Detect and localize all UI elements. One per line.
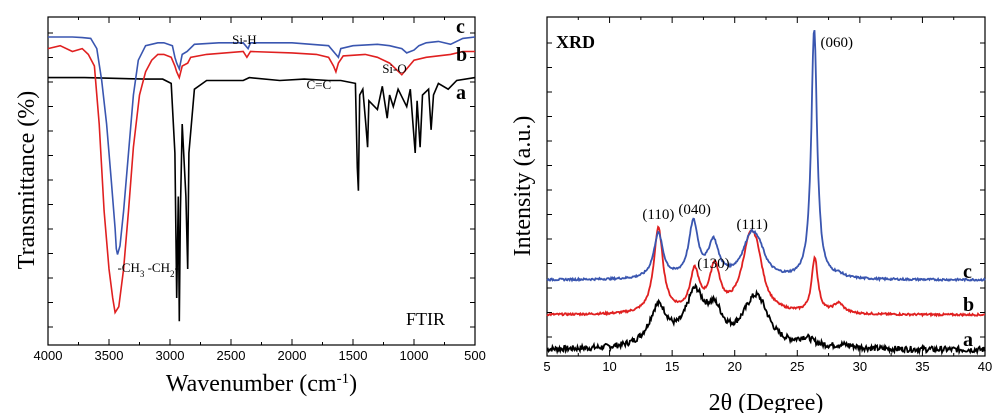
xrd-series-c: [547, 30, 985, 281]
ftir-x-title-sup: -1: [337, 371, 350, 387]
ftir-x-axis-title: Wavenumber (cm-1): [166, 371, 357, 397]
xrd-y-axis-title: Intensity (a.u.): [510, 116, 536, 257]
ftir-x-tick-label: 1500: [339, 348, 368, 363]
xrd-x-tick-label: 5: [543, 359, 550, 374]
ftir-series-c: [48, 37, 475, 255]
ftir-x-tick-label: 1000: [400, 348, 429, 363]
xrd-x-tick-label: 25: [790, 359, 804, 374]
xrd-x-tick-label: 30: [853, 359, 867, 374]
xrd-series-label-c: c: [963, 261, 972, 283]
xrd-peak-label: (111): [737, 217, 768, 233]
ftir-annotation-ch: -CH3 -CH2-: [117, 260, 178, 279]
xrd-series-label-b: b: [963, 294, 974, 316]
ftir-x-tick-label: 4000: [34, 348, 63, 363]
ftir-series-label-a: a: [456, 82, 466, 104]
xrd-x-tick-label: 10: [602, 359, 616, 374]
ftir-annotation-cc: C=C: [306, 77, 331, 92]
xrd-series-b: [547, 227, 985, 316]
ftir-annotation-sio: Si-O: [382, 61, 407, 76]
xrd-series-a: [547, 285, 985, 352]
ftir-series-label-b: b: [456, 44, 467, 66]
xrd-peak-label: (110): [642, 207, 674, 223]
ftir-x-tick-label: 500: [464, 348, 486, 363]
xrd-x-tick-label: 20: [727, 359, 741, 374]
ftir-x-tick-label: 3500: [95, 348, 124, 363]
ftir-annotation-sih: Si-H: [232, 32, 257, 47]
ftir-y-axis-title: Transmittance (%): [14, 91, 40, 269]
ftir-annotation-part: -: [174, 260, 178, 275]
xrd-series-label-a: a: [963, 329, 973, 351]
ftir-x-tick-label: 2000: [278, 348, 307, 363]
xrd-panel-label: XRD: [556, 32, 595, 52]
ftir-x-tick-label: 3000: [156, 348, 185, 363]
xrd-x-axis-title: 2θ (Degree): [709, 390, 824, 413]
ftir-x-title-main: Wavenumber (cm: [166, 371, 337, 397]
xrd-panel: 5 10 15 20 25 30 35 40 cba (110) (040) (111) (130) (0…: [510, 17, 992, 413]
ftir-annotation-part: -CH: [117, 260, 139, 275]
xrd-peak-label: (060): [821, 35, 854, 51]
xrd-peak-label: (130): [697, 256, 730, 272]
xrd-peak-label: (040): [678, 202, 711, 218]
ftir-x-title-close: ): [349, 371, 357, 397]
xrd-x-tick-label: 35: [915, 359, 929, 374]
ftir-x-tick-label: 2500: [217, 348, 246, 363]
xrd-x-tick-label: 15: [665, 359, 679, 374]
ftir-annotation-part: -CH: [144, 260, 170, 275]
xrd-x-tick-label: 40: [978, 359, 992, 374]
ftir-panel-label: FTIR: [406, 309, 445, 329]
ftir-series-label-c: c: [456, 16, 465, 38]
ftir-series-b: [48, 46, 475, 313]
xrd-plot-frame: [547, 17, 985, 356]
ftir-panel: 4000 3500 3000 2500 2000 1500 1000 500 cba -CH3 -…: [14, 16, 486, 397]
